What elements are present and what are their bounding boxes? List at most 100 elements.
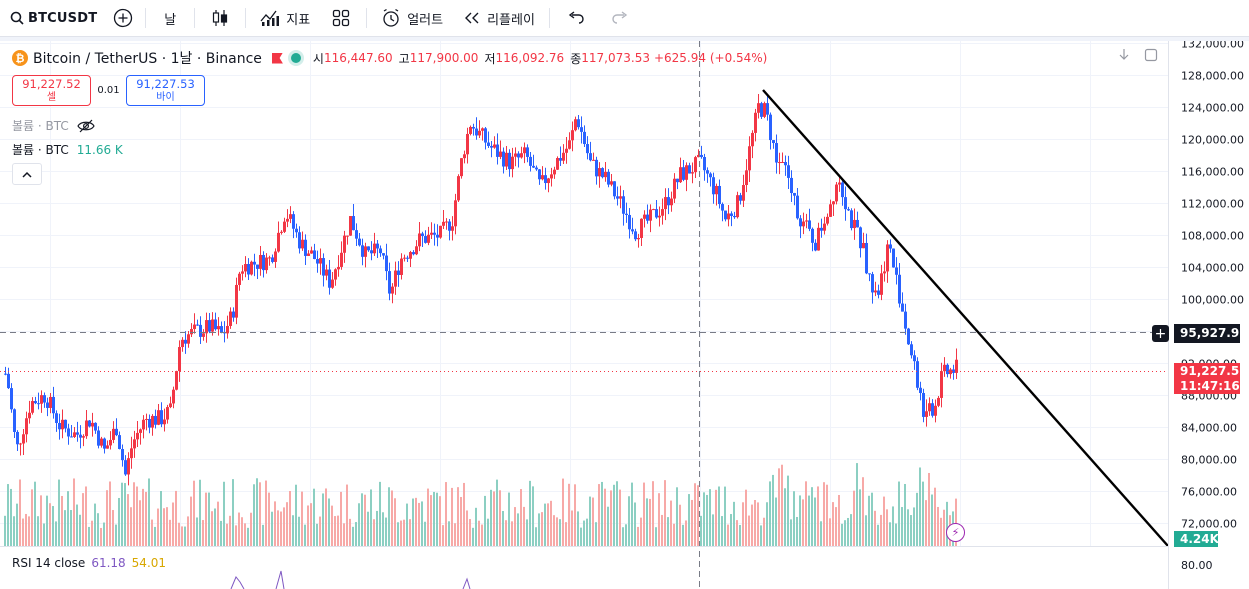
volume-bar — [343, 523, 345, 546]
candle-body — [832, 201, 835, 205]
volume-bar — [781, 464, 783, 546]
add-alert-plus-icon[interactable]: + — [1152, 325, 1169, 342]
volume-bar — [103, 522, 105, 546]
candle-body — [433, 232, 436, 235]
volume-bar — [859, 489, 861, 546]
volume-bar — [850, 514, 852, 546]
volume-bar — [835, 507, 837, 546]
search-icon — [10, 11, 24, 25]
candle-body — [184, 339, 187, 344]
high-label: 고 — [398, 51, 410, 66]
volume-bar — [148, 478, 150, 546]
volume-bar — [877, 524, 879, 546]
candle-body — [316, 259, 319, 264]
candle-body — [805, 220, 808, 222]
candle-body — [277, 232, 280, 252]
layout-button[interactable] — [320, 0, 362, 37]
buy-button[interactable]: 91,227.53 바이 — [126, 75, 205, 106]
volume-bar — [382, 512, 384, 546]
candle-body — [748, 146, 751, 171]
volume-bar — [865, 515, 867, 546]
candle-body — [358, 238, 361, 246]
trade-panel: 91,227.52 셀 0.01 91,227.53 바이 — [12, 75, 205, 106]
volume-bar — [628, 496, 630, 546]
volume-bar — [202, 520, 204, 546]
price-axis-label: 84,000.00 — [1181, 422, 1237, 435]
volume-bar — [556, 517, 558, 546]
toolbar-divider — [548, 8, 550, 28]
candle-body — [232, 311, 235, 318]
candle-body — [646, 214, 649, 221]
candle-body — [19, 443, 22, 445]
volume-bar — [76, 504, 78, 546]
volume-bar — [934, 487, 936, 546]
indicators-button[interactable]: 지표 — [250, 0, 320, 37]
candle-body — [694, 157, 697, 173]
price-chart[interactable]: 132,000.00 128,000.00 124,000.00 120,000.00… — [0, 41, 1249, 589]
flag-icon[interactable] — [271, 52, 283, 64]
volume-bar — [706, 494, 708, 546]
volume-label: 볼륨 · BTC — [12, 143, 69, 157]
candle-body — [613, 181, 616, 197]
eye-off-icon[interactable] — [77, 119, 95, 133]
candle-body — [514, 153, 517, 157]
interval-button[interactable]: 날 — [150, 0, 190, 37]
legend-title[interactable]: Bitcoin / TetherUS · 1날 · Binance — [33, 51, 262, 67]
volume-bar — [31, 489, 33, 546]
candle-body — [562, 152, 565, 161]
candle-body — [670, 198, 673, 206]
volume-legend[interactable]: 볼륨 · BTC 11.66 K — [12, 141, 123, 158]
candle-body — [790, 177, 793, 194]
candle-body — [190, 329, 193, 335]
volume-bar — [541, 512, 543, 546]
volume-bar — [685, 520, 687, 546]
download-icon[interactable] — [1118, 48, 1130, 65]
sell-button[interactable]: 91,227.52 셀 — [12, 75, 91, 106]
volume-bar — [328, 498, 330, 546]
undo-button[interactable] — [554, 0, 598, 37]
volume-bar — [946, 501, 948, 546]
volume-bar — [352, 526, 354, 546]
volume-bar — [601, 481, 603, 546]
candle-body — [751, 132, 754, 147]
candle-body — [103, 438, 106, 449]
candle-body — [862, 242, 865, 249]
candle-body — [439, 225, 442, 238]
candle-body — [22, 434, 25, 444]
volume-histogram — [4, 463, 957, 546]
redo-button[interactable] — [598, 0, 642, 37]
hidden-volume-legend[interactable]: 볼륨 · BTC — [12, 117, 95, 134]
candle-body — [448, 221, 451, 231]
candle-body — [658, 215, 661, 218]
maximize-icon[interactable] — [1144, 48, 1158, 65]
symbol-search[interactable]: BTCUSDT — [0, 0, 105, 37]
alert-button[interactable]: 얼러트 — [371, 0, 453, 37]
candle-body — [484, 128, 487, 143]
volume-bar — [43, 523, 45, 546]
volume-bar — [811, 487, 813, 546]
volume-bar — [892, 506, 894, 546]
volume-bar — [28, 516, 30, 546]
lightning-icon[interactable]: ⚡ — [946, 523, 965, 542]
volume-bar — [520, 489, 522, 546]
add-symbol-button[interactable] — [105, 0, 141, 37]
candle-body — [49, 396, 52, 408]
candle-body — [874, 290, 877, 293]
candle-body — [55, 413, 58, 423]
candle-body — [955, 359, 958, 373]
candle-body — [736, 195, 739, 218]
volume-bar — [763, 517, 765, 546]
chart-type-button[interactable] — [199, 0, 241, 37]
candle-body — [334, 269, 337, 280]
volume-bar — [157, 508, 159, 546]
replay-button[interactable]: 리플레이 — [453, 0, 545, 37]
volume-bar — [820, 521, 822, 546]
collapse-legend-button[interactable] — [12, 163, 42, 185]
volume-bar — [733, 501, 735, 546]
candle-body — [352, 216, 355, 231]
rsi-legend[interactable]: RSI 14 close 61.18 54.01 — [12, 556, 166, 570]
volume-bar — [667, 517, 669, 546]
candle-body — [907, 328, 910, 345]
volume-bar — [394, 498, 396, 546]
candle-body — [820, 227, 823, 231]
